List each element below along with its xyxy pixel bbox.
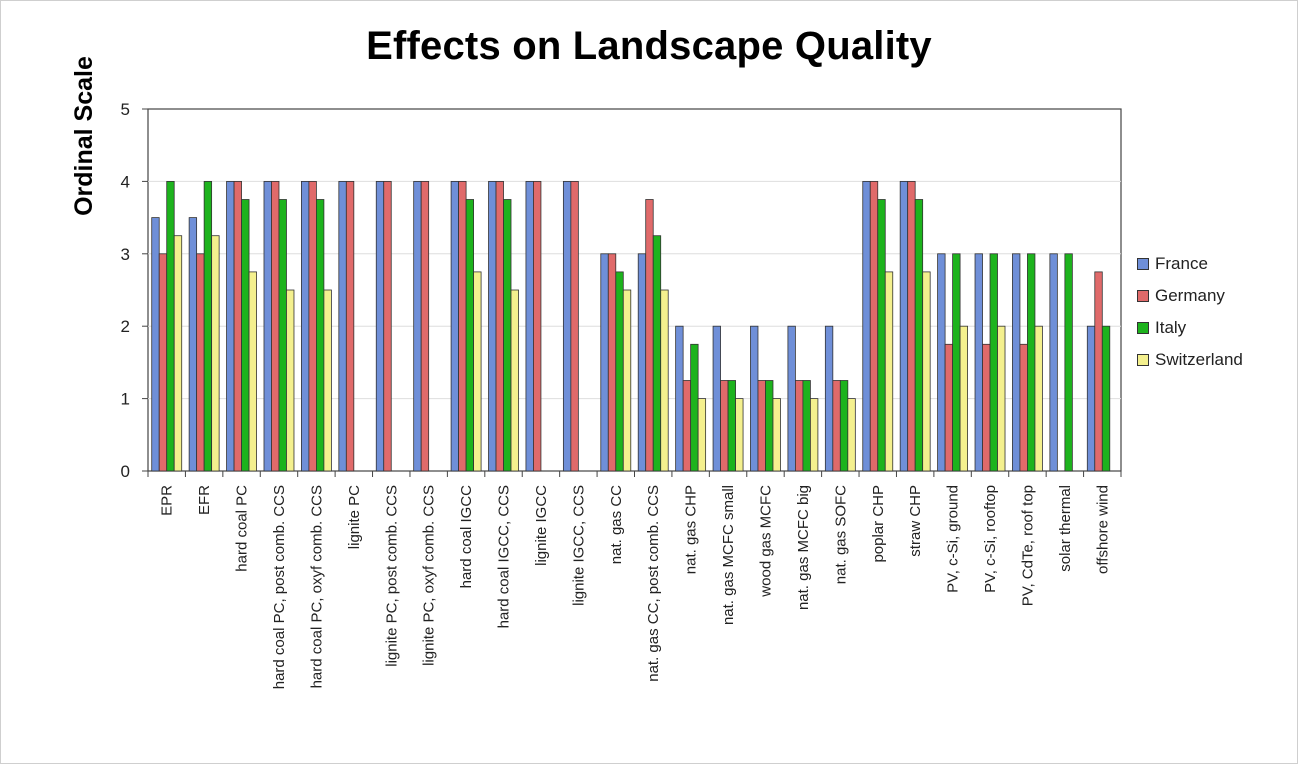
legend-item: Italy [1137,312,1243,344]
legend-item: France [1137,248,1243,280]
legend-item: Switzerland [1137,344,1243,376]
legend-swatch [1137,258,1149,270]
legend-label: France [1155,254,1208,273]
legend-swatch [1137,354,1149,366]
legend-swatch [1137,290,1149,302]
legend: France Germany Italy Switzerland [1137,248,1243,376]
y-axis-label: Ordinal Scale [70,56,98,216]
legend-label: Germany [1155,286,1225,305]
legend-label: Italy [1155,318,1187,337]
legend-swatch [1137,322,1149,334]
chart-title: Effects on Landscape Quality [366,24,932,68]
legend-item: Germany [1137,280,1243,312]
legend-label: Switzerland [1155,350,1243,369]
